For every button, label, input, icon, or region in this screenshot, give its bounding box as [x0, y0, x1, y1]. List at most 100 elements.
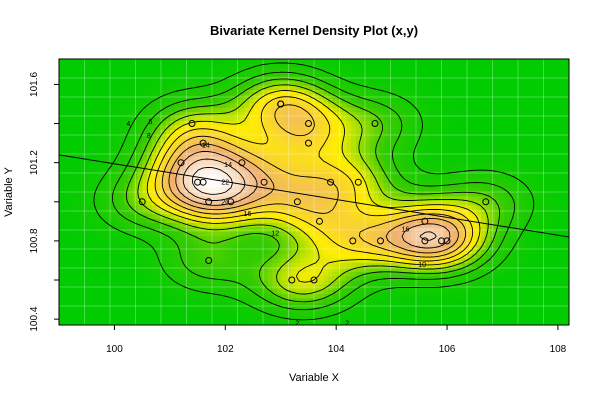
density-cell: [518, 67, 524, 73]
density-cell: [202, 59, 208, 65]
density-cell: [281, 174, 287, 180]
density-cell: [490, 209, 496, 215]
density-cell: [383, 223, 389, 229]
density-cell: [332, 178, 338, 184]
density-cell: [471, 183, 477, 189]
density-cell: [86, 76, 93, 82]
density-cell: [86, 116, 93, 122]
density-cell: [392, 192, 399, 198]
density-cell: [420, 138, 426, 144]
density-cell: [351, 134, 357, 140]
density-cell: [355, 103, 361, 109]
density-cell: [170, 98, 176, 104]
density-cell: [397, 196, 403, 202]
density-cell: [91, 209, 97, 215]
density-cell: [434, 218, 440, 224]
density-cell: [388, 67, 394, 73]
density-cell: [416, 214, 422, 220]
density-cell: [351, 227, 357, 233]
density-cell: [448, 103, 454, 109]
density-cell: [230, 112, 236, 118]
density-cell: [151, 192, 157, 198]
density-cell: [429, 59, 436, 65]
density-cell: [128, 90, 134, 96]
density-cell: [471, 218, 477, 224]
density-cell: [346, 165, 352, 171]
density-cell: [198, 129, 204, 135]
density-cell: [346, 196, 352, 202]
density-cell: [383, 147, 389, 153]
density-cell: [365, 67, 371, 73]
density-cell: [207, 143, 213, 149]
density-cell: [462, 129, 468, 135]
density-cell: [272, 98, 278, 104]
density-cell: [318, 205, 324, 211]
density-cell: [550, 218, 556, 224]
density-cell: [518, 160, 524, 166]
density-cell: [337, 196, 343, 202]
density-cell: [119, 174, 125, 180]
density-cell: [504, 165, 510, 171]
density-cell: [290, 121, 297, 127]
density-cell: [480, 205, 487, 211]
density-cell: [351, 236, 357, 242]
density-cell: [545, 63, 552, 69]
density-cell: [397, 152, 403, 158]
density-cell: [457, 116, 463, 122]
density-cell: [411, 129, 417, 135]
density-cell: [536, 187, 542, 193]
density-cell: [286, 103, 292, 109]
density-cell: [462, 196, 468, 202]
density-cell: [216, 90, 222, 96]
density-cell: [323, 200, 329, 206]
density-cell: [564, 112, 569, 118]
density-cell: [550, 227, 556, 233]
density-cell: [63, 254, 69, 260]
density-cell: [355, 156, 361, 162]
density-cell: [378, 160, 385, 166]
density-cell: [77, 134, 83, 140]
density-cell: [555, 59, 561, 65]
density-cell: [462, 245, 468, 251]
density-cell: [365, 85, 371, 91]
density-cell: [72, 165, 79, 171]
density-cell: [555, 121, 561, 127]
density-cell: [541, 183, 547, 189]
density-cell: [457, 112, 463, 118]
density-cell: [453, 98, 459, 104]
density-cell: [462, 169, 468, 175]
density-cell: [564, 129, 569, 135]
density-cell: [332, 59, 338, 65]
density-cell: [290, 72, 297, 78]
density-cell: [314, 227, 320, 233]
density-cell: [272, 156, 278, 162]
density-cell: [272, 240, 278, 246]
density-cell: [420, 134, 426, 140]
density-cell: [323, 187, 329, 193]
density-cell: [545, 72, 552, 78]
density-cell: [128, 125, 134, 131]
density-cell: [212, 152, 218, 158]
density-cell: [402, 196, 408, 202]
density-cell: [77, 223, 83, 229]
density-cell: [216, 67, 222, 73]
density-cell: [184, 112, 190, 118]
density-cell: [439, 187, 445, 193]
density-cell: [184, 147, 190, 153]
density-cell: [72, 121, 79, 127]
density-cell: [476, 134, 482, 140]
density-cell: [128, 227, 134, 233]
density-cell: [383, 196, 389, 202]
density-cell: [360, 254, 366, 260]
density-cell: [564, 116, 569, 122]
density-cell: [541, 209, 547, 215]
density-cell: [110, 147, 116, 153]
density-cell: [216, 98, 222, 104]
density-cell: [416, 134, 422, 140]
density-cell: [448, 85, 454, 91]
density-cell: [314, 98, 320, 104]
density-cell: [147, 205, 153, 211]
density-cell: [453, 147, 459, 153]
density-cell: [369, 178, 375, 184]
density-cell: [467, 116, 473, 122]
